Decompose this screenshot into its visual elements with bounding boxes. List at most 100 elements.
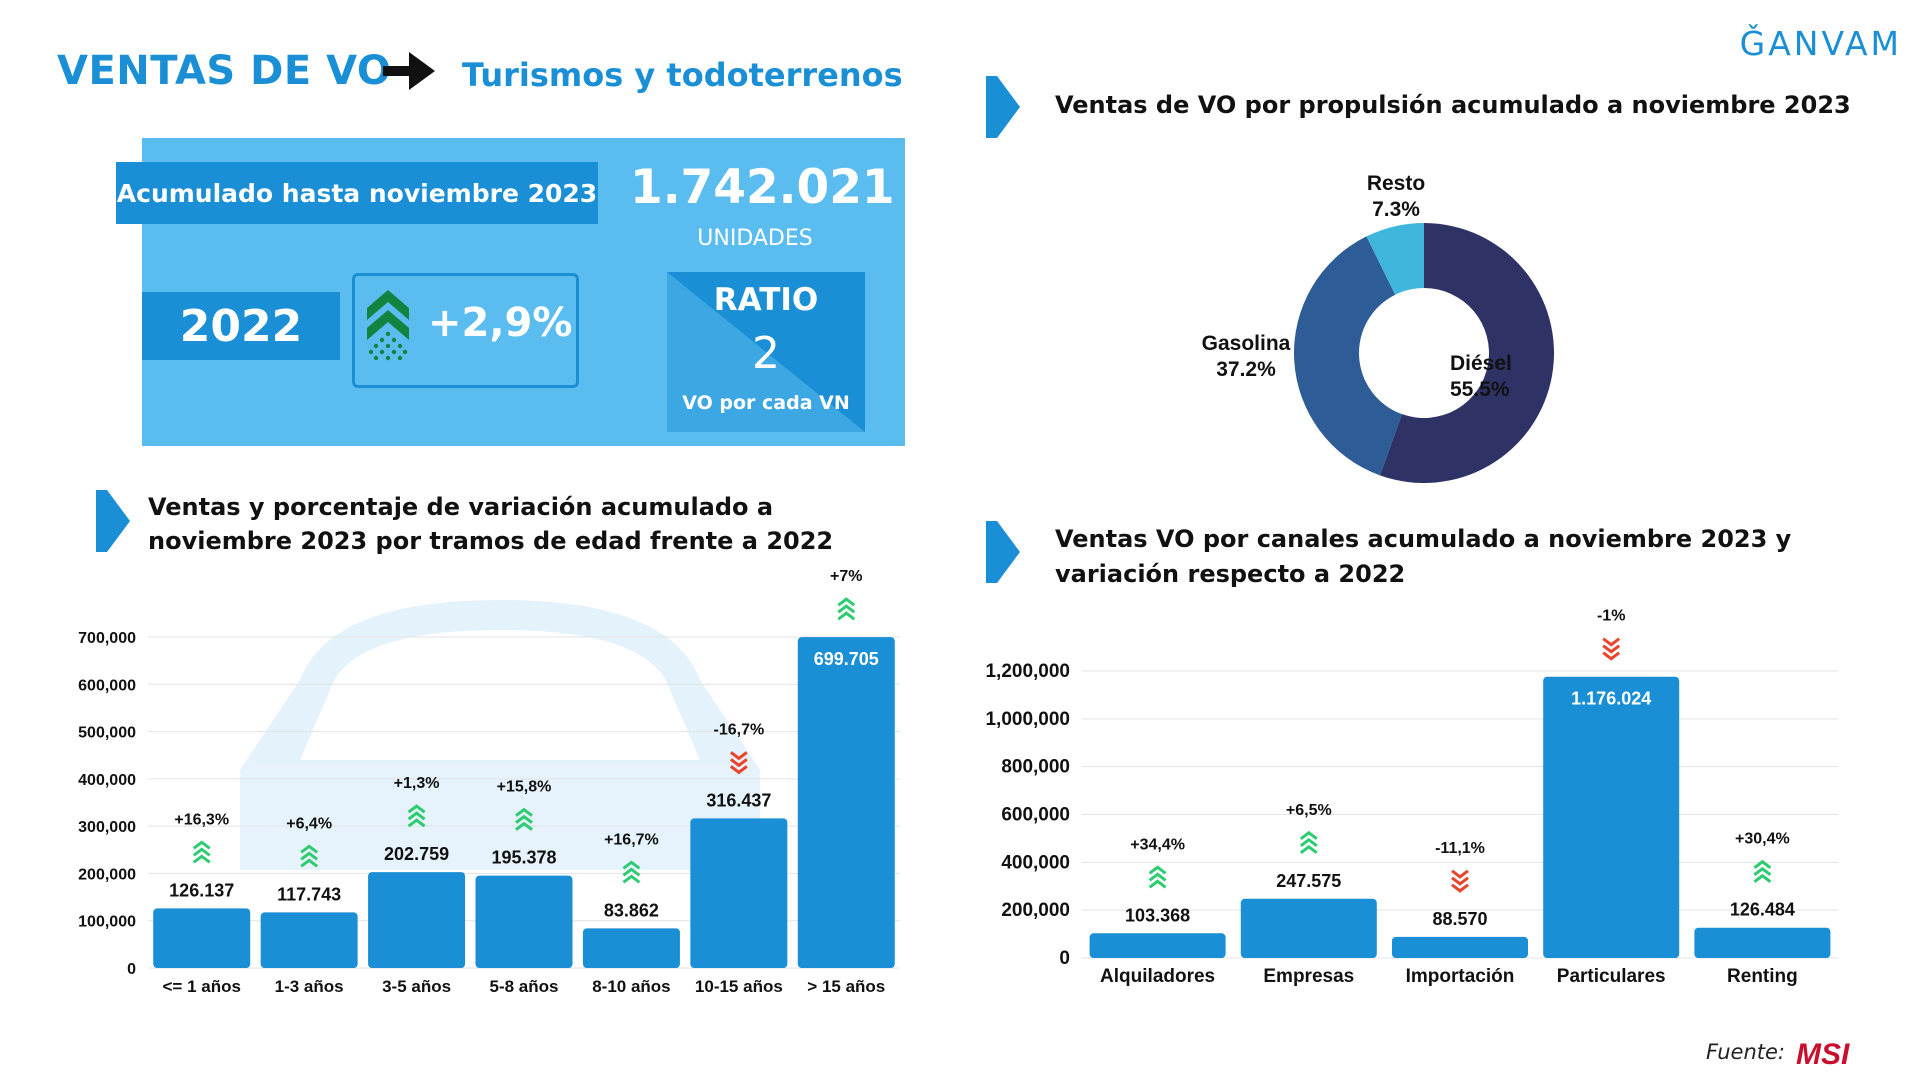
data-label: 117.743: [277, 884, 341, 904]
chevron-up-icon: [515, 807, 533, 817]
chevron-up-icon: [837, 604, 856, 614]
channels-title-line1: Ventas VO por canales acumulado a noviem…: [1055, 525, 1792, 553]
y-tick-label: 800,000: [1001, 757, 1070, 778]
donut-slice: [1379, 223, 1554, 483]
variation-label: +30,4%: [1735, 831, 1790, 848]
data-label: 202.759: [384, 844, 449, 864]
data-label: 316.437: [706, 790, 771, 810]
chevron-up-icon: [300, 844, 319, 854]
data-label: 699.705: [814, 649, 879, 669]
variation-label: +7%: [830, 568, 862, 585]
bar: [368, 872, 466, 968]
bar: [582, 928, 680, 968]
data-label: 126.484: [1730, 900, 1795, 920]
x-tick-label: 3-5 años: [382, 977, 451, 996]
chevron-up-icon: [1148, 872, 1167, 882]
donut-slice-value: 7.3%: [1372, 198, 1420, 221]
arrow-right-icon: [383, 52, 435, 90]
age-title-line2: noviembre 2023 por tramos de edad frente…: [148, 527, 834, 555]
chevron-down-icon: [1451, 869, 1469, 879]
variation-label: +1,3%: [394, 775, 440, 792]
accumulated-label: Acumulado hasta noviembre 2023: [116, 162, 598, 224]
x-tick-label: 1-3 años: [275, 977, 344, 996]
ratio-shading: [667, 272, 865, 432]
x-tick-label: 10-15 años: [695, 977, 783, 996]
x-tick-label: <= 1 años: [162, 977, 240, 996]
y-tick-label: 1,200,000: [985, 661, 1070, 682]
chevron-up-icon: [407, 811, 426, 821]
chevron-up-icon: [407, 818, 426, 828]
page-title: VENTAS DE VO: [57, 48, 392, 94]
data-label: 126.137: [169, 880, 234, 900]
age-bar-chart: 0 100,000 200,000 300,000 400,000 500,000 600,…: [78, 568, 900, 996]
x-tick-label: Alquiladores: [1100, 966, 1215, 987]
chevron-up-icon: [837, 597, 856, 607]
chevron-down-icon: [729, 765, 748, 775]
chevron-up-icon: [1299, 830, 1318, 840]
y-tick-label: 400,000: [78, 772, 136, 789]
propulsion-donut-chart: Diésel 55.5% Gasolina 37.2% Resto 7.3%: [1202, 172, 1554, 483]
y-tick-label: 600,000: [78, 677, 136, 694]
data-label: 88.570: [1432, 909, 1487, 929]
page-subtitle: Turismos y todoterrenos: [462, 56, 903, 94]
bar: [1694, 927, 1831, 958]
chevron-up-icon: [300, 858, 319, 868]
donut-slice-label: Gasolina: [1202, 332, 1291, 355]
chevron-up-icon: [515, 814, 533, 824]
donut-slice-label: Resto: [1367, 172, 1425, 195]
propulsion-title: Ventas de VO por propulsión acumulado a …: [1055, 91, 1851, 119]
units-value: 1.742.021: [630, 160, 895, 215]
y-tick-label: 500,000: [78, 725, 136, 742]
section-marker-icon: [96, 490, 130, 552]
chevron-up-icon: [1148, 879, 1167, 889]
data-label: 1.176.024: [1571, 689, 1651, 709]
chevron-up-icon: [622, 874, 641, 884]
msi-logo-text: MSI: [1796, 1038, 1850, 1068]
x-tick-label: Empresas: [1263, 966, 1354, 987]
channels-title-line2: variación respecto a 2022: [1055, 560, 1406, 588]
chevron-up-icon: [1753, 859, 1772, 869]
donut-slice-value: 37.2%: [1216, 358, 1276, 381]
car-body-shape: [240, 600, 760, 870]
car-window-shape: [300, 630, 700, 760]
chevron-down-icon: [729, 751, 748, 761]
chevron-up-icon: [1753, 866, 1772, 876]
x-tick-label: 5-8 años: [490, 977, 559, 996]
chevron-up-icon: [192, 840, 211, 850]
bar: [153, 908, 251, 968]
chevron-down-icon: [1602, 644, 1621, 654]
y-tick-label: 1,000,000: [985, 709, 1070, 730]
bar: [1392, 936, 1528, 958]
data-label: 103.368: [1125, 905, 1190, 925]
ganvam-logo: ǦANVAM: [1739, 24, 1902, 63]
section-marker-icon: [986, 521, 1020, 583]
variation-label: -11,1%: [1435, 840, 1485, 857]
y-tick-label: 400,000: [1001, 852, 1070, 873]
donut-slice: [1294, 236, 1402, 476]
chevron-up-icon: [192, 854, 211, 864]
chevron-down-icon: [1602, 651, 1621, 661]
y-tick-label: 200,000: [78, 866, 136, 883]
data-label: 195.378: [491, 848, 556, 868]
bar: [475, 875, 573, 968]
compare-year: 2022: [142, 292, 340, 360]
data-label: 247.575: [1276, 871, 1341, 891]
chevron-down-icon: [1602, 637, 1621, 647]
chevron-up-icon: [515, 821, 533, 831]
channels-bar-chart: 0 200,000 400,000 600,000 800,000 1,000,000 1,…: [985, 608, 1838, 987]
ratio-description: VO por cada VN: [682, 392, 850, 414]
chevron-down-icon: [1451, 883, 1469, 893]
chevron-up-icon: [1299, 844, 1318, 854]
section-marker-icon: [986, 76, 1020, 138]
bar: [1240, 898, 1377, 958]
variation-label: +16,3%: [174, 811, 229, 828]
x-tick-label: Particulares: [1557, 966, 1666, 987]
chevron-down-icon: [729, 758, 748, 768]
y-tick-label: 600,000: [1001, 805, 1070, 826]
chevron-up-icon: [1753, 873, 1772, 883]
variation-label: +6,5%: [1286, 802, 1332, 819]
bar: [260, 912, 358, 968]
data-label: 83.862: [604, 900, 659, 920]
donut-slice-label: Diésel: [1450, 352, 1512, 375]
y-tick-label: 0: [1059, 948, 1070, 969]
